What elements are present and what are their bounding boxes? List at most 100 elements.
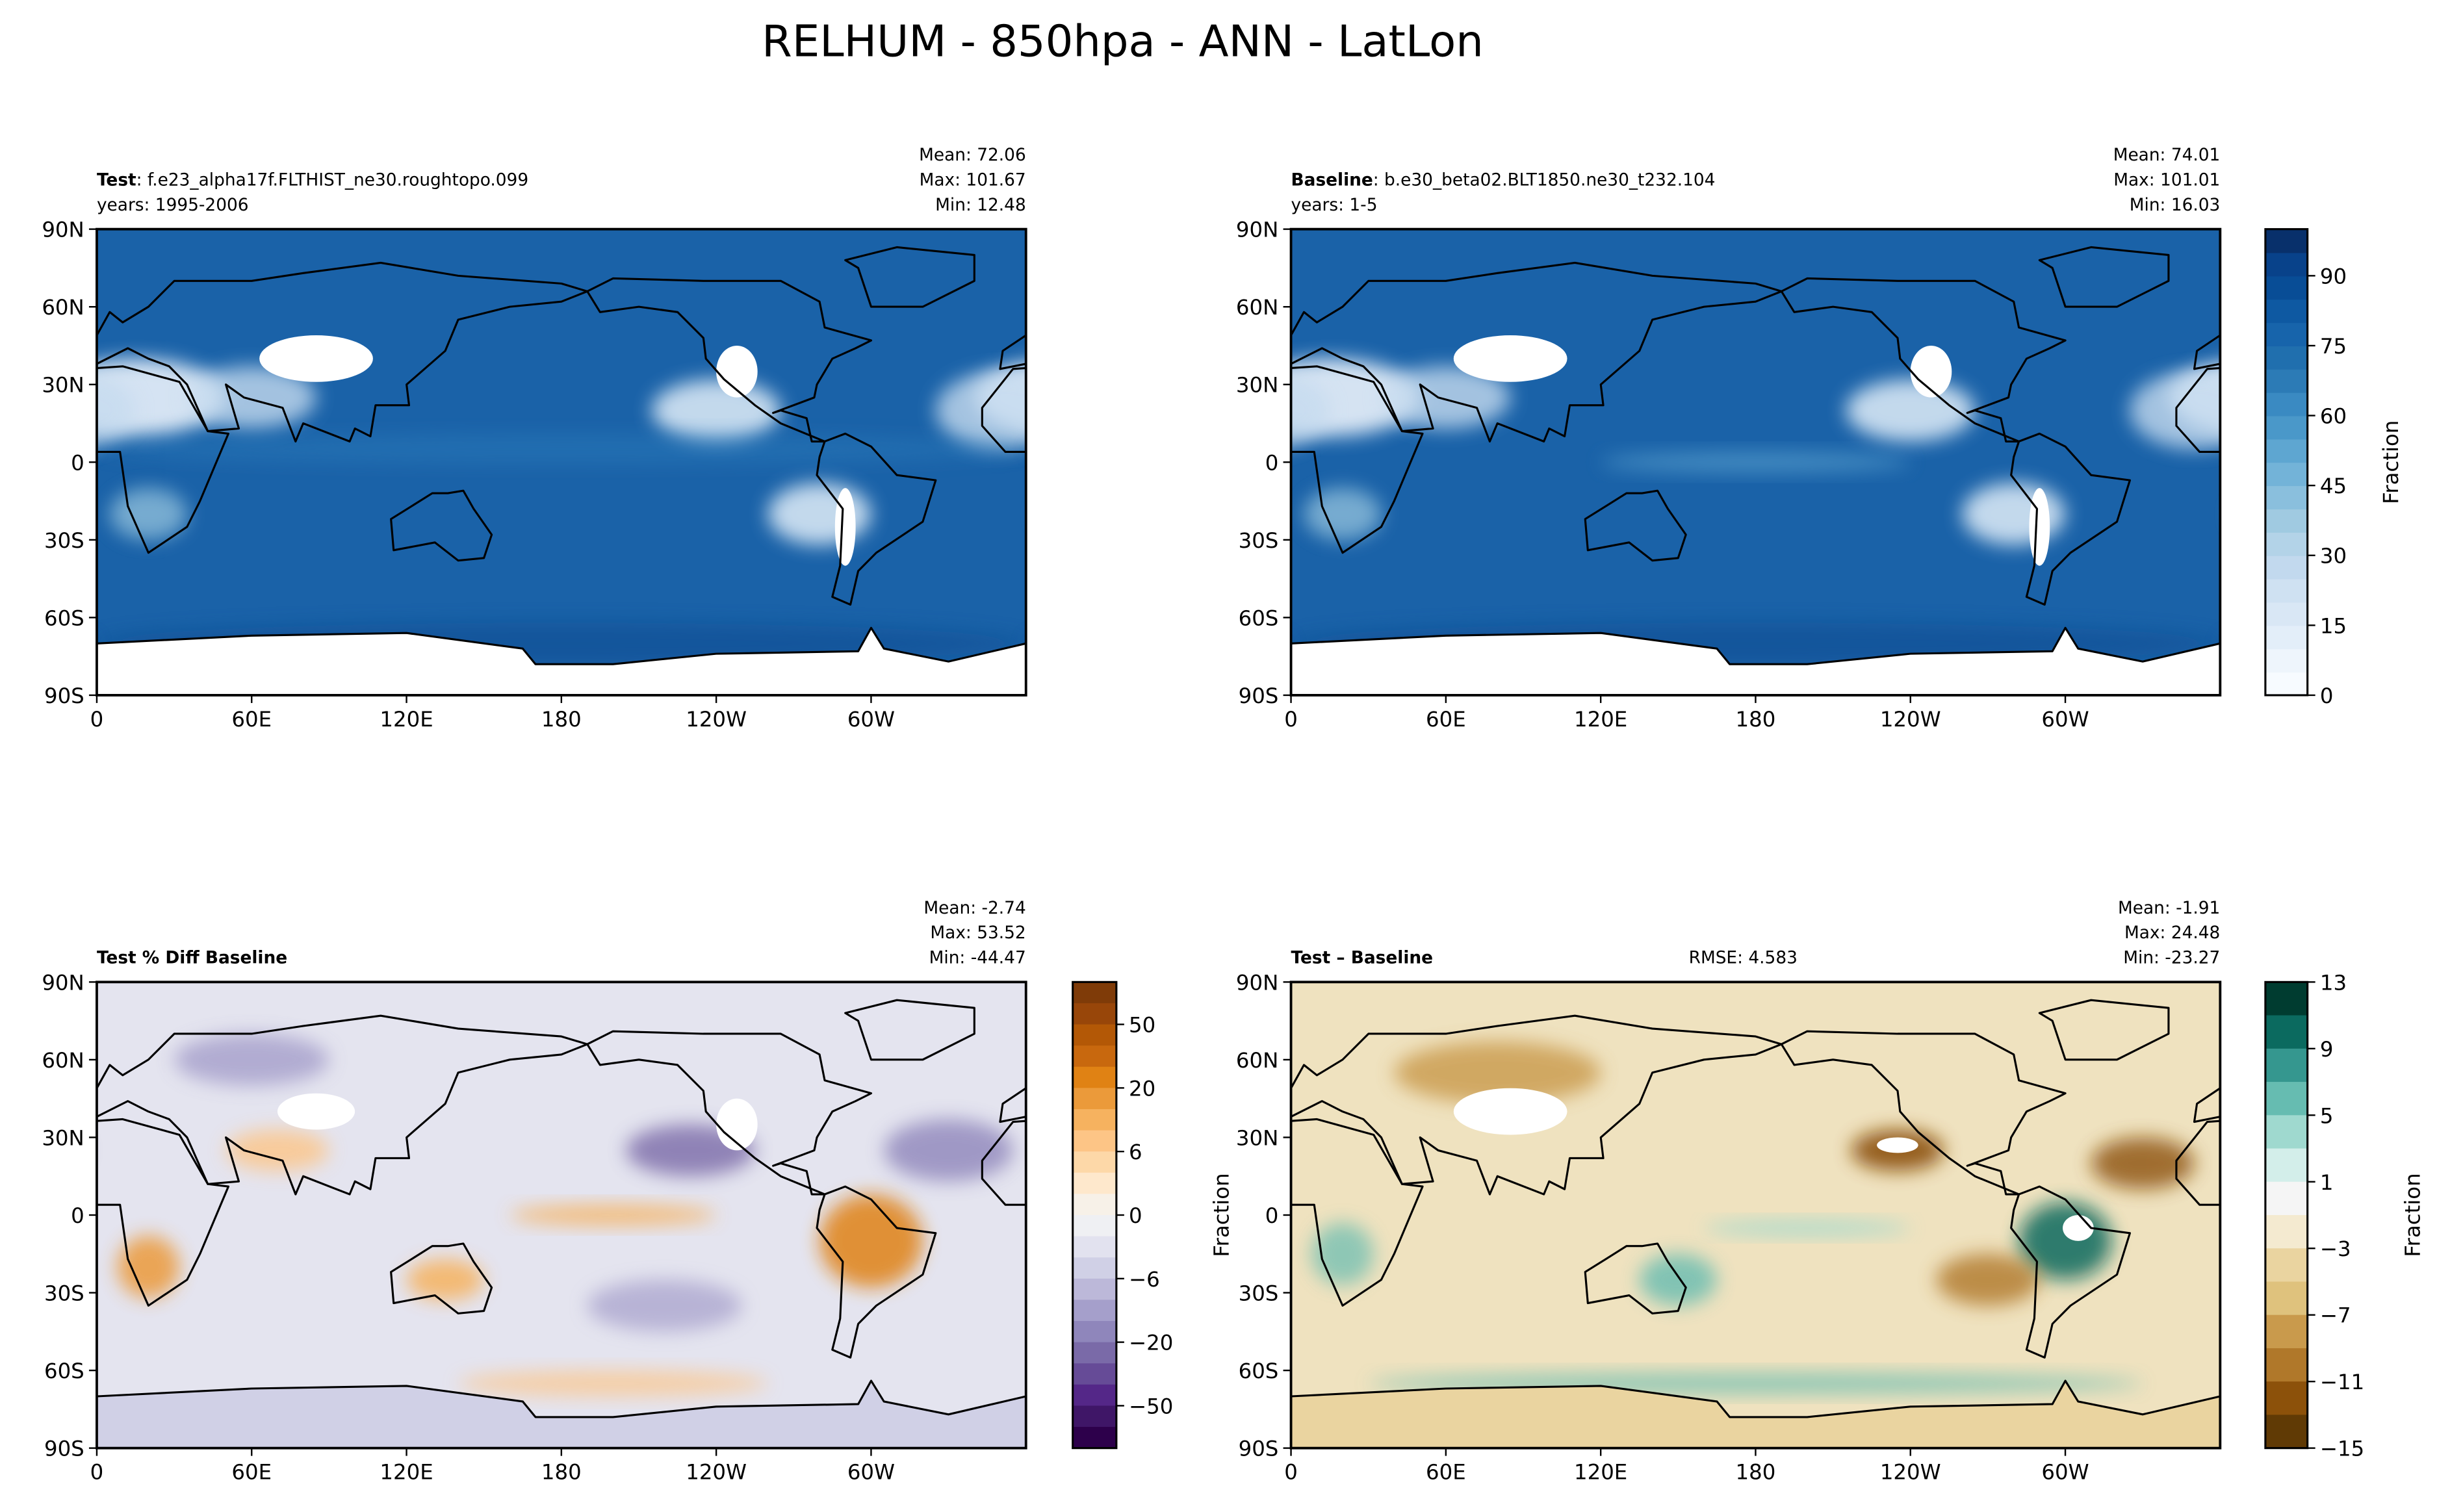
field-feature xyxy=(1601,452,1911,473)
map-panel-baseline: 0 60E 120E 180 120W 60W 90N 60N 30N 0 30S 60S 90S Bas… xyxy=(1082,146,2437,732)
coastline-greenland xyxy=(844,246,975,308)
field-feature xyxy=(458,1370,768,1396)
colorbar-tick-label: 5 xyxy=(2320,1103,2334,1128)
colorbar-band xyxy=(1072,1108,1116,1131)
panel-label-case: : b.e30_beta02.BLT1850.ne30_t232.104 xyxy=(1373,170,1716,190)
stat-max: Max: 101.67 xyxy=(920,170,1026,190)
field-feature xyxy=(406,1259,484,1301)
colorbar-pct_diff: 50 20 6 0 −6 −20 −50 xyxy=(1072,980,1173,1450)
colorbar-band xyxy=(2265,1415,2308,1449)
x-tick-label: 120E xyxy=(380,1460,433,1485)
x-tick-label: 0 xyxy=(1284,1460,1298,1485)
colorbar-tick-label: −6 xyxy=(1129,1267,1160,1292)
field-feature xyxy=(2130,371,2221,450)
x-tick-label: 120W xyxy=(686,707,747,732)
colorbar-band xyxy=(2265,1082,2308,1116)
stat-min: Min: 16.03 xyxy=(2130,196,2221,215)
field-feature xyxy=(651,379,781,442)
coastline-antarctica xyxy=(1291,1379,2221,1448)
colorbar-band xyxy=(2265,1115,2308,1149)
stat-min: Min: -44.47 xyxy=(929,949,1026,968)
colorbar-tick-label: −50 xyxy=(1129,1394,1173,1418)
colorbar-band xyxy=(1072,1024,1116,1047)
colorbar-band xyxy=(1072,1088,1116,1110)
colorbar-tick-label: 0 xyxy=(1129,1203,1142,1228)
colorbar-frame xyxy=(2264,980,2309,1450)
map-field xyxy=(96,982,1284,1448)
field-feature xyxy=(1103,1034,1258,1086)
stat-max: Max: 24.48 xyxy=(2124,923,2220,943)
coastline-australia xyxy=(1584,1242,1687,1314)
figure-title: RELHUM - 850hpa - ANN - LatLon xyxy=(762,16,1484,66)
colorbar-band xyxy=(1072,1151,1116,1173)
field-feature xyxy=(2029,488,2050,566)
x-tick-label: 180 xyxy=(541,1460,582,1485)
colorbar-label: Fraction xyxy=(2400,1173,2425,1257)
field-feature xyxy=(2063,1214,2094,1241)
colorbar-band xyxy=(1072,1257,1116,1279)
colorbar-tick-label: 1 xyxy=(2320,1170,2334,1195)
coastline-namerica xyxy=(586,277,873,442)
colorbar-band xyxy=(2265,982,2308,1016)
colorbar-band xyxy=(1072,982,1116,1004)
coastline-samerica xyxy=(816,1185,937,1359)
x-tick-label: 60W xyxy=(847,707,895,732)
coastline-africa xyxy=(981,1120,1026,1206)
colorbar-band xyxy=(2265,1281,2308,1316)
panel-years: years: 1995-2006 xyxy=(97,196,249,215)
y-tick-label: 30N xyxy=(1236,1125,1278,1150)
colorbar-band xyxy=(1072,1405,1116,1428)
colorbar-frame xyxy=(2264,228,2309,697)
field-feature xyxy=(1291,374,1330,446)
x-tick-label: 120W xyxy=(1880,707,1941,732)
y-tick-label: 60N xyxy=(1236,1048,1278,1073)
y-tick-label: 60N xyxy=(1236,295,1278,320)
panel-rmse: RMSE: 4.583 xyxy=(1689,949,1798,968)
colorbar-band xyxy=(1072,1236,1116,1259)
coastline-samerica xyxy=(816,432,937,606)
map-field xyxy=(1291,982,2221,1448)
coastline-greenland xyxy=(0,247,45,307)
colorbar-tick-label: 45 xyxy=(2320,474,2347,498)
stat-mean: Mean: 74.01 xyxy=(2113,146,2221,165)
coastline-australia xyxy=(1584,489,1687,562)
coastline-africa xyxy=(1291,365,1424,554)
colorbar-band xyxy=(1072,1130,1116,1153)
x-tick-label: 60E xyxy=(1426,707,1466,732)
y-tick-label: 30N xyxy=(1236,373,1278,398)
field-feature xyxy=(834,488,856,566)
field-feature xyxy=(96,374,136,446)
colorbar-band xyxy=(1072,1342,1116,1365)
field-feature xyxy=(509,1205,717,1225)
colorbar-band xyxy=(2265,602,2308,626)
coastline-samerica xyxy=(1082,433,1201,604)
coastline-africa xyxy=(96,365,229,554)
y-tick-label: 30S xyxy=(1239,528,1279,553)
field-feature xyxy=(1877,1137,1918,1153)
coastline-africa xyxy=(1291,1118,1424,1307)
panel-label: Test – Baseline xyxy=(1291,949,1433,968)
colorbar-band xyxy=(2265,392,2308,416)
colorbar-band xyxy=(2265,648,2308,673)
field-feature xyxy=(1207,1094,1284,1130)
colorbar-tick-label: 50 xyxy=(1129,1013,1155,1038)
coastline-namerica xyxy=(1780,1030,2067,1196)
colorbar-tick-label: 60 xyxy=(2320,404,2347,429)
stat-max: Max: 53.52 xyxy=(930,923,1025,943)
colorbar-band xyxy=(2265,1248,2308,1283)
coastline-eurasia xyxy=(2193,333,2221,370)
colorbar-band xyxy=(2265,578,2308,603)
y-tick-label: 0 xyxy=(71,450,84,475)
colorbar-tick-label: 0 xyxy=(2320,684,2334,708)
field-feature xyxy=(2383,335,2437,382)
colorbar-band xyxy=(1072,1384,1116,1407)
colorbar-band xyxy=(1072,1194,1116,1216)
colorbar-tick-label: 20 xyxy=(1129,1076,1155,1101)
y-tick-label: 90N xyxy=(1236,970,1278,995)
field-feature xyxy=(716,345,758,398)
colorbar-band xyxy=(2265,462,2308,487)
colorbar-tick-label: −15 xyxy=(2320,1437,2364,1461)
y-tick-label: 60S xyxy=(44,606,84,630)
coastline-australia xyxy=(390,1242,493,1314)
y-tick-label: 30S xyxy=(1239,1281,1279,1306)
